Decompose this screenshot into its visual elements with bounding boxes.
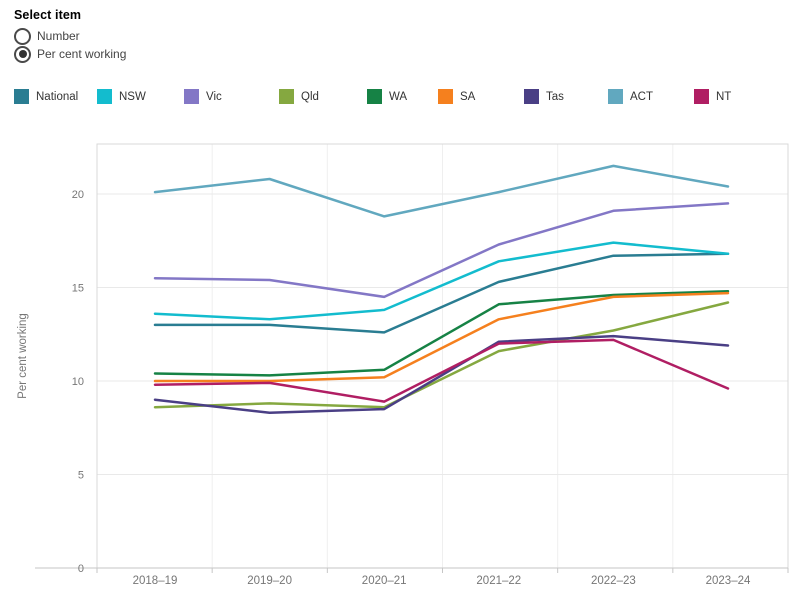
series-line-nt[interactable] xyxy=(153,338,730,403)
series-line-wa[interactable] xyxy=(153,289,730,377)
y-tick-label-0: 0 xyxy=(78,563,84,575)
radio-option-label: Per cent working xyxy=(37,47,127,61)
legend: National NSW Vic Qld WA SA Tas ACT NT xyxy=(0,89,800,107)
legend-swatch-nsw xyxy=(97,89,112,104)
series-line-sa[interactable] xyxy=(153,291,730,383)
x-tick-label-2[interactable]: 2019–20 xyxy=(247,575,292,587)
legend-swatch-qld xyxy=(279,89,294,104)
legend-swatch-vic xyxy=(184,89,199,104)
x-tick-label-6[interactable]: 2023–24 xyxy=(706,575,751,587)
legend-label: ACT xyxy=(630,90,653,103)
x-tick-label-5[interactable]: 2022–23 xyxy=(591,575,636,587)
x-tick-label-1[interactable]: 2018–19 xyxy=(133,575,178,587)
y-tick-label-20: 20 xyxy=(72,189,84,201)
legend-swatch-tas xyxy=(524,89,539,104)
series-line-act[interactable] xyxy=(153,164,730,218)
x-tick-label-3[interactable]: 2020–21 xyxy=(362,575,407,587)
y-axis-title: Per cent working xyxy=(17,313,29,399)
legend-item-vic[interactable]: Vic xyxy=(184,89,222,104)
y-tick-label-5: 5 xyxy=(78,470,84,482)
series-line-tas[interactable] xyxy=(153,334,730,415)
series-line-qld[interactable] xyxy=(153,301,730,409)
legend-item-nsw[interactable]: NSW xyxy=(97,89,146,104)
controls-title: Select item xyxy=(14,8,82,22)
legend-swatch-wa xyxy=(367,89,382,104)
legend-label: NSW xyxy=(119,90,146,103)
legend-label: Vic xyxy=(206,90,222,103)
radio-option-per-cent-working[interactable]: Per cent working xyxy=(14,45,126,63)
legend-label: WA xyxy=(389,90,408,103)
legend-label: Tas xyxy=(546,90,564,103)
series-line-nsw[interactable] xyxy=(153,241,730,321)
legend-item-wa[interactable]: WA xyxy=(367,89,407,104)
y-tick-label-10: 10 xyxy=(72,376,84,388)
x-tick-label-4[interactable]: 2021–22 xyxy=(476,575,521,587)
legend-swatch-national xyxy=(14,89,29,104)
legend-label: SA xyxy=(460,90,476,103)
legend-item-qld[interactable]: Qld xyxy=(279,89,319,104)
series-line-national[interactable] xyxy=(153,252,730,334)
series-line-vic[interactable] xyxy=(153,202,730,299)
legend-swatch-nt xyxy=(694,89,709,104)
legend-item-nt[interactable]: NT xyxy=(694,89,731,104)
radio-icon[interactable] xyxy=(14,27,31,45)
legend-swatch-act xyxy=(608,89,623,104)
legend-item-sa[interactable]: SA xyxy=(438,89,475,104)
radio-icon[interactable] xyxy=(14,45,31,63)
select-item-control: Select item Number Per cent working xyxy=(14,8,126,63)
legend-item-act[interactable]: ACT xyxy=(608,89,653,104)
legend-swatch-sa xyxy=(438,89,453,104)
legend-item-tas[interactable]: Tas xyxy=(524,89,564,104)
radio-option-label: Number xyxy=(37,29,80,43)
legend-label: National xyxy=(36,90,79,103)
legend-label: Qld xyxy=(301,90,319,103)
radio-option-number[interactable]: Number xyxy=(14,27,126,45)
legend-label: NT xyxy=(716,90,732,103)
y-tick-label-15: 15 xyxy=(72,283,84,295)
legend-item-national[interactable]: National xyxy=(14,89,78,104)
